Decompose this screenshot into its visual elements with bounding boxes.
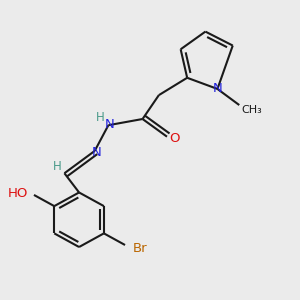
Text: N: N xyxy=(92,146,101,159)
Text: Br: Br xyxy=(133,242,148,255)
Text: N: N xyxy=(105,118,115,131)
Text: O: O xyxy=(169,132,179,145)
Text: H: H xyxy=(96,111,105,124)
Text: H: H xyxy=(53,160,62,173)
Text: HO: HO xyxy=(8,187,28,200)
Text: CH₃: CH₃ xyxy=(241,105,262,115)
Text: N: N xyxy=(213,82,222,95)
